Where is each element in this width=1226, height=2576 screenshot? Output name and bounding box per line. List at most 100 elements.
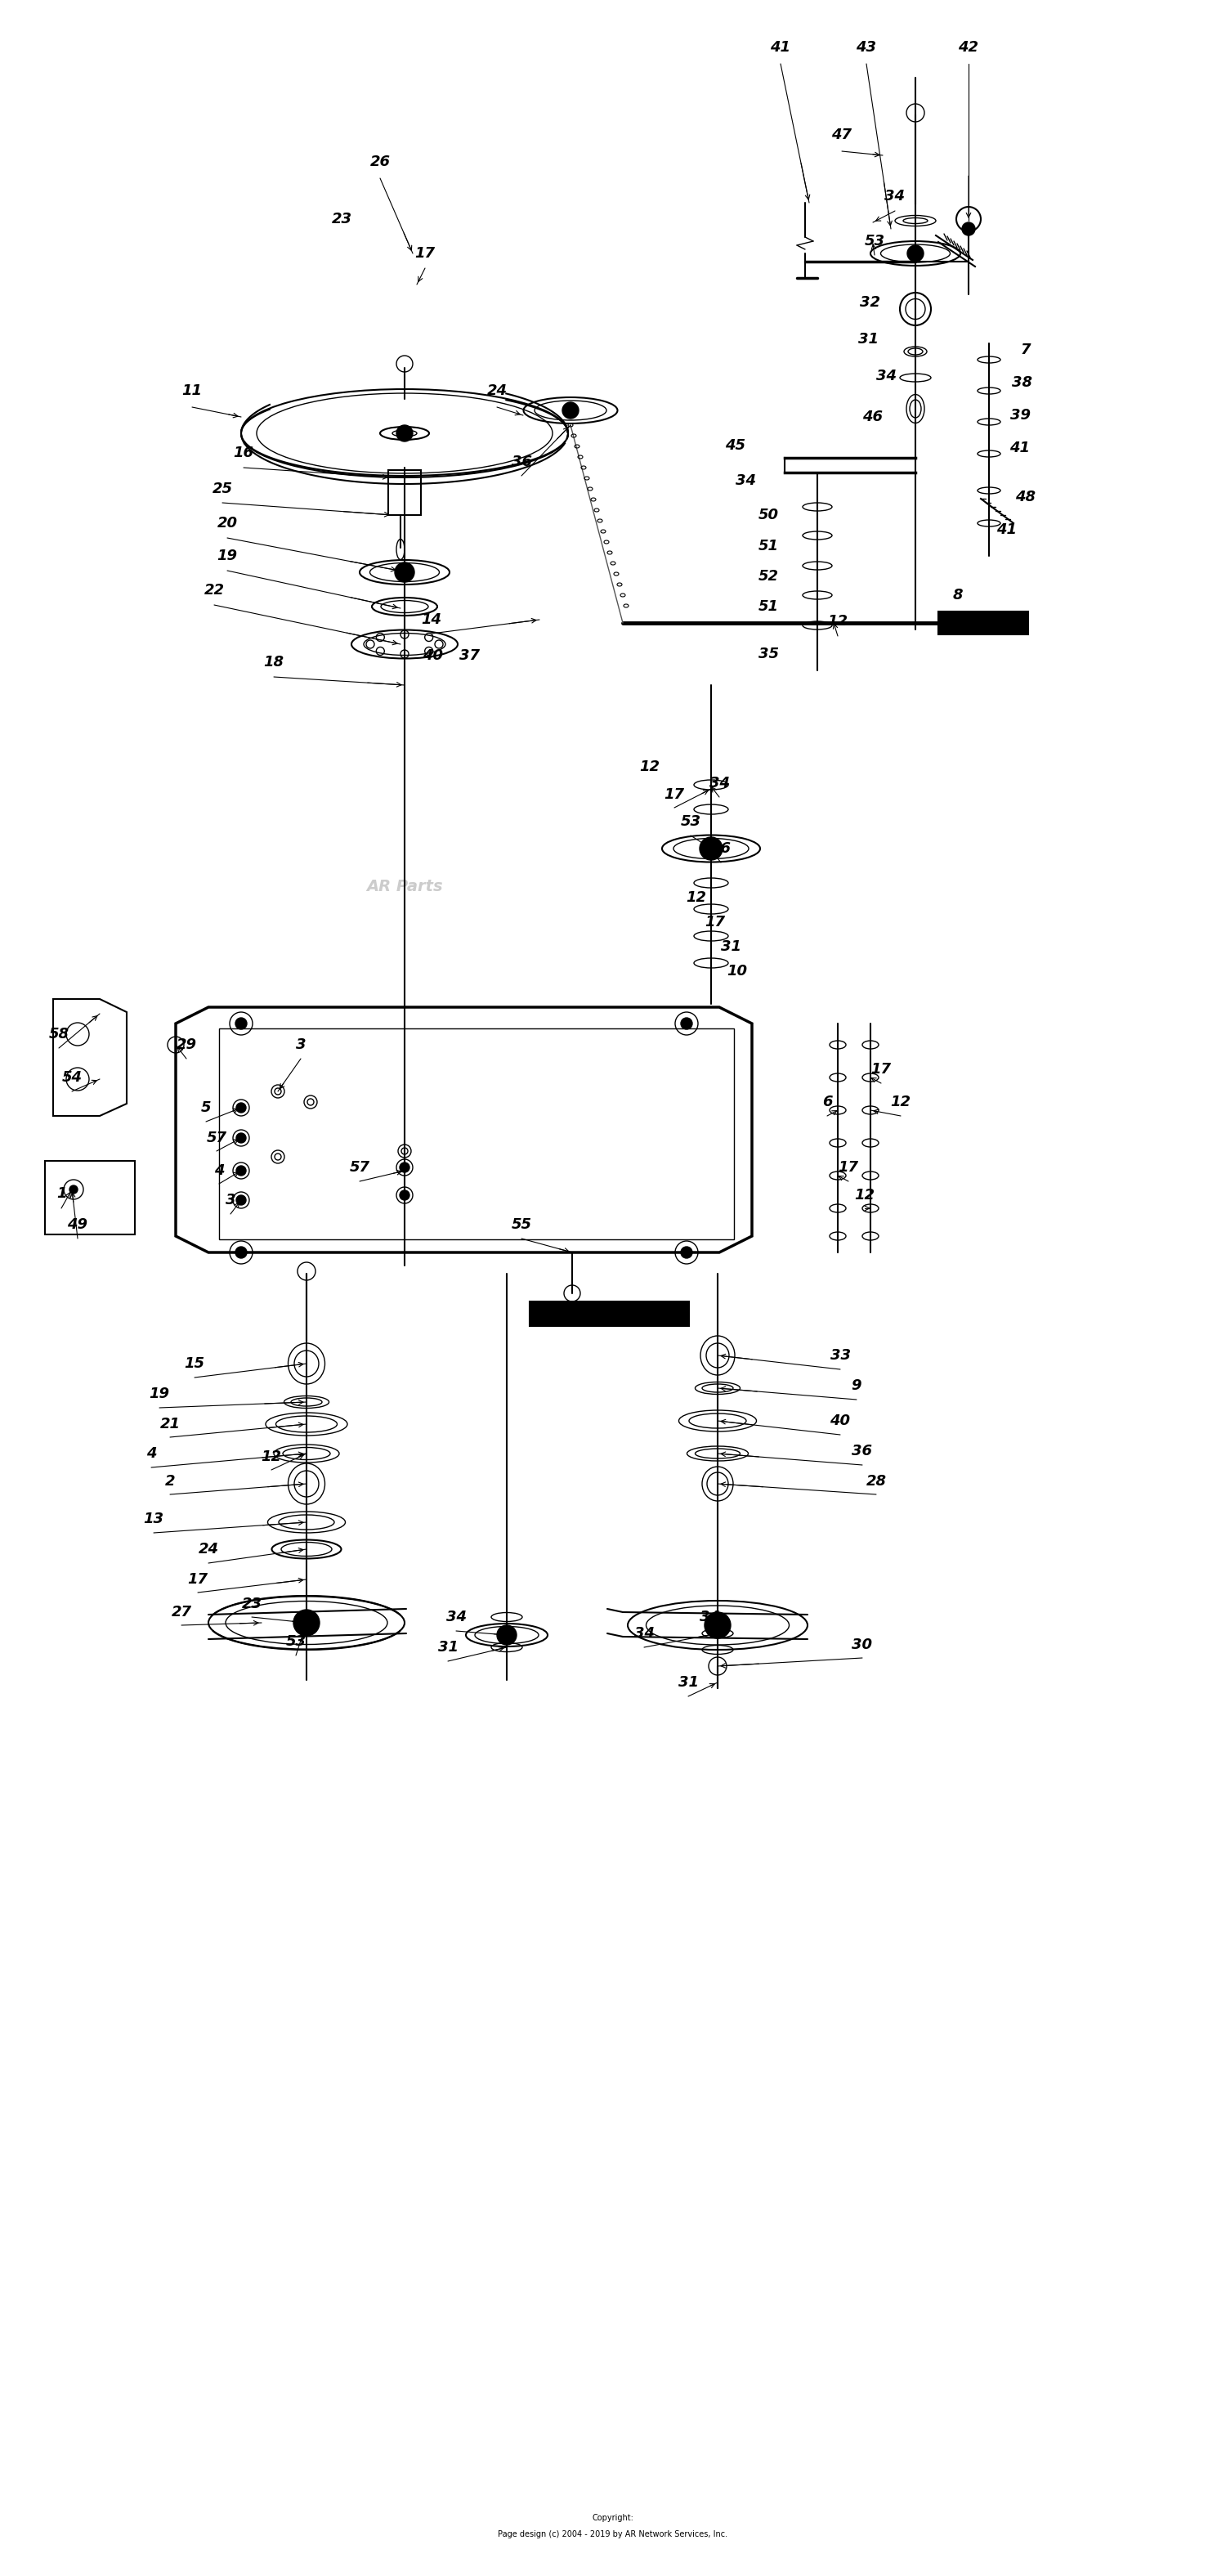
Text: 53: 53 [286, 1633, 306, 1649]
Text: 12: 12 [261, 1450, 282, 1463]
Text: 42: 42 [959, 41, 978, 54]
Circle shape [293, 1610, 320, 1636]
Text: 17: 17 [870, 1061, 891, 1077]
Text: 3: 3 [226, 1193, 235, 1208]
Text: 6: 6 [821, 1095, 832, 1110]
Text: 7: 7 [1020, 343, 1031, 358]
Text: 26: 26 [370, 155, 390, 170]
Text: 5: 5 [201, 1100, 211, 1115]
Circle shape [705, 1613, 731, 1638]
Circle shape [70, 1185, 77, 1193]
Text: 57: 57 [206, 1131, 227, 1146]
Text: 31: 31 [678, 1674, 699, 1690]
Circle shape [396, 425, 413, 440]
Bar [45, 1162, 135, 1234]
Bar [530, 1301, 689, 1327]
Text: 17: 17 [705, 914, 726, 930]
Text: 28: 28 [866, 1473, 886, 1489]
Text: 31: 31 [721, 940, 742, 953]
Text: 17: 17 [414, 247, 435, 260]
Text: 12: 12 [855, 1188, 875, 1203]
Circle shape [907, 245, 923, 263]
Text: 24: 24 [199, 1543, 218, 1556]
Text: 19: 19 [150, 1386, 169, 1401]
Text: 15: 15 [184, 1355, 205, 1370]
Circle shape [680, 1018, 693, 1030]
Text: 39: 39 [1010, 407, 1030, 422]
Text: 11: 11 [181, 384, 202, 399]
Text: 37: 37 [460, 649, 481, 662]
Text: 56: 56 [711, 842, 731, 855]
Text: 34: 34 [699, 1610, 720, 1625]
Text: 22: 22 [204, 582, 224, 598]
Text: Page design (c) 2004 - 2019 by AR Network Services, Inc.: Page design (c) 2004 - 2019 by AR Networ… [498, 2530, 728, 2537]
Text: Copyright:: Copyright: [592, 2514, 634, 2522]
Text: AR Parts: AR Parts [367, 878, 443, 894]
Text: 1: 1 [56, 1185, 66, 1200]
Text: 29: 29 [177, 1038, 196, 1051]
Circle shape [962, 222, 975, 234]
Circle shape [700, 837, 722, 860]
Text: 12: 12 [890, 1095, 911, 1110]
Text: 43: 43 [856, 41, 877, 54]
Text: 9: 9 [851, 1378, 862, 1394]
Text: 34: 34 [877, 368, 897, 384]
Text: 3: 3 [295, 1038, 306, 1051]
Text: 44: 44 [631, 1306, 652, 1319]
Circle shape [237, 1133, 246, 1144]
Text: 38: 38 [1011, 376, 1032, 389]
Text: 13: 13 [143, 1512, 164, 1528]
Circle shape [237, 1103, 246, 1113]
Circle shape [235, 1018, 246, 1030]
Text: 10: 10 [727, 963, 748, 979]
Text: 40: 40 [830, 1414, 851, 1427]
Text: 34: 34 [709, 775, 729, 791]
Text: 20: 20 [217, 515, 238, 531]
Circle shape [400, 1162, 409, 1172]
Circle shape [400, 1190, 409, 1200]
Text: 23: 23 [242, 1597, 262, 1613]
Circle shape [563, 402, 579, 417]
Bar [389, 469, 421, 515]
Text: 12: 12 [640, 760, 660, 775]
Text: 18: 18 [264, 654, 284, 670]
Text: 57: 57 [349, 1159, 370, 1175]
Text: 31: 31 [438, 1641, 459, 1654]
Bar [219, 1028, 734, 1239]
Text: 47: 47 [831, 129, 852, 142]
Text: 54: 54 [61, 1069, 82, 1084]
Text: 4: 4 [146, 1445, 157, 1461]
Text: 51: 51 [758, 600, 779, 613]
Text: 55: 55 [511, 1218, 532, 1231]
Text: 50: 50 [758, 507, 779, 523]
Text: 40: 40 [423, 649, 444, 662]
Text: 17: 17 [839, 1159, 858, 1175]
Text: 4: 4 [213, 1164, 224, 1177]
Bar [938, 611, 1029, 634]
Text: 34: 34 [736, 474, 756, 487]
Text: 36: 36 [852, 1443, 873, 1458]
Circle shape [235, 1247, 246, 1257]
Text: 34: 34 [446, 1610, 466, 1625]
Text: 2: 2 [164, 1473, 175, 1489]
Text: 51: 51 [758, 538, 779, 554]
Text: 41: 41 [770, 41, 791, 54]
Text: 53: 53 [864, 234, 885, 247]
Text: 46: 46 [863, 410, 883, 425]
Text: 17: 17 [664, 788, 684, 801]
Text: 49: 49 [67, 1218, 88, 1231]
Circle shape [497, 1625, 516, 1646]
Text: 34: 34 [634, 1625, 655, 1641]
Text: 27: 27 [172, 1605, 191, 1620]
Text: 58: 58 [49, 1028, 69, 1041]
Text: 35: 35 [758, 647, 779, 662]
Text: 19: 19 [217, 549, 238, 564]
Text: 31: 31 [858, 332, 878, 348]
Text: 23: 23 [331, 211, 352, 227]
Text: 32: 32 [861, 296, 880, 309]
Text: 53: 53 [680, 814, 701, 829]
Text: 34: 34 [885, 188, 905, 204]
Text: 41: 41 [1010, 440, 1030, 456]
Text: 36: 36 [511, 453, 532, 469]
Text: 8: 8 [953, 587, 964, 603]
